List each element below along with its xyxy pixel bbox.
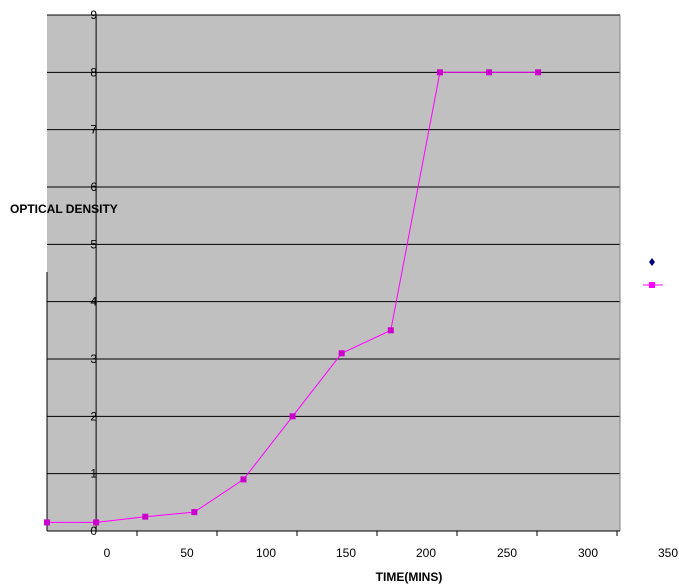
x-tick-label: 200	[416, 546, 436, 560]
y-tick-label: 5	[90, 237, 97, 251]
y-tick-label: 8	[90, 65, 97, 79]
data-point	[436, 69, 443, 76]
x-tick-label: 0	[104, 546, 111, 560]
x-axis-title: TIME(MINS)	[376, 570, 443, 584]
y-tick-label: 6	[90, 180, 97, 194]
data-point	[240, 476, 247, 483]
plot-area	[47, 15, 620, 531]
data-point	[142, 513, 149, 520]
y-tick-label: 0	[90, 524, 97, 538]
x-tick-label: 350	[658, 546, 678, 560]
x-tick-label: 100	[256, 546, 276, 560]
legend-marker-diamond	[649, 258, 655, 266]
y-tick-labels: 0 1 2 3 4 5 6 7 8 9	[90, 8, 97, 538]
y-tick-label: 2	[90, 409, 97, 423]
y-tick-label: 1	[90, 467, 97, 481]
x-tick-label: 150	[336, 546, 356, 560]
x-tick-label: 50	[180, 546, 194, 560]
data-point	[191, 509, 198, 516]
x-tick-labels: 0 50 100 150 200 250 300 350	[104, 546, 679, 560]
data-point	[93, 519, 100, 526]
grid-lines	[47, 14, 620, 475]
x-tick-label: 250	[497, 546, 517, 560]
data-point	[44, 519, 50, 526]
y-tick-label: 9	[90, 8, 97, 22]
data-series	[44, 69, 542, 526]
y-tick-label: 3	[90, 352, 97, 366]
y-tick-label: 4	[90, 295, 97, 309]
data-point	[387, 327, 394, 334]
axes	[46, 14, 621, 536]
y-tick-label: 7	[90, 123, 97, 137]
legend	[643, 258, 663, 288]
data-point	[289, 413, 296, 420]
data-point	[486, 69, 493, 76]
y-axis-title: OPTICAL DENSITY	[10, 202, 118, 216]
data-point	[338, 350, 345, 357]
data-point	[535, 69, 542, 76]
legend-marker-square	[649, 282, 655, 288]
x-tick-label: 300	[578, 546, 598, 560]
